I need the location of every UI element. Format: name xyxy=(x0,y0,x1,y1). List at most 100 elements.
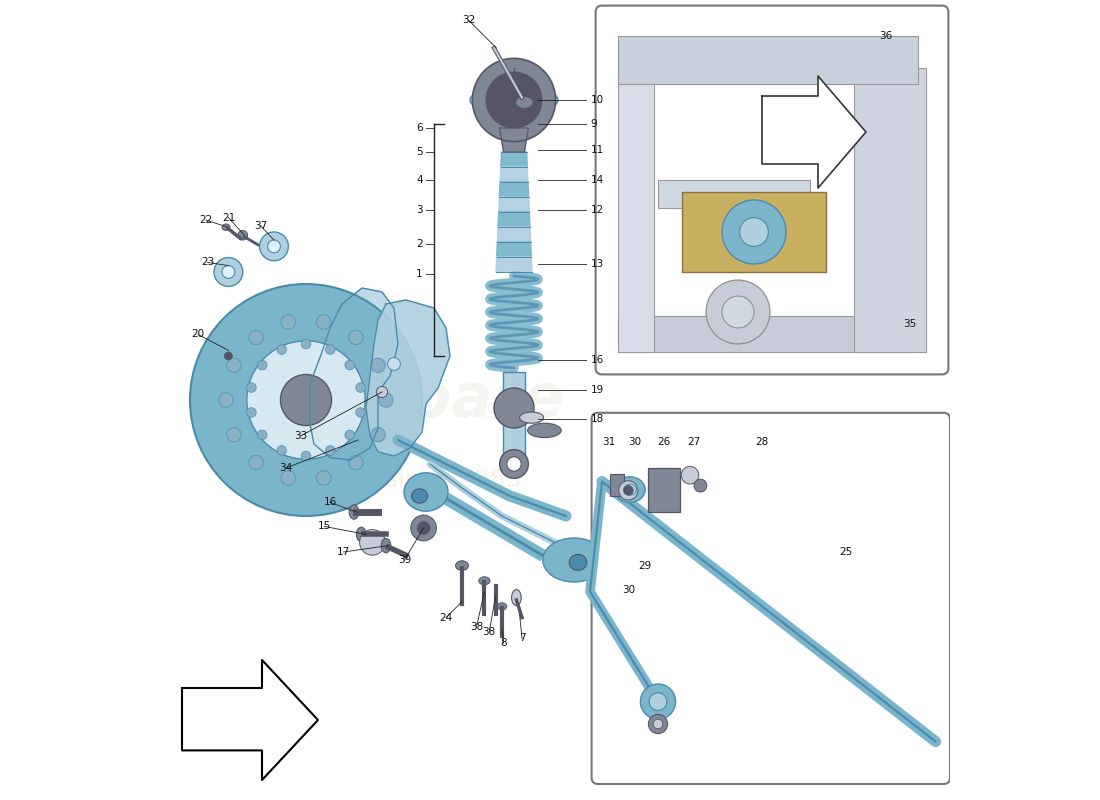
Circle shape xyxy=(267,240,280,253)
Ellipse shape xyxy=(512,590,521,606)
Circle shape xyxy=(410,515,437,541)
Ellipse shape xyxy=(470,86,558,114)
Text: 7: 7 xyxy=(519,634,526,643)
Polygon shape xyxy=(499,182,529,197)
Circle shape xyxy=(260,232,288,261)
Text: 12: 12 xyxy=(591,205,604,214)
Polygon shape xyxy=(762,76,866,188)
Text: 22: 22 xyxy=(199,215,212,225)
Bar xyxy=(682,192,826,272)
Circle shape xyxy=(387,358,400,370)
Bar xyxy=(503,372,525,464)
Text: 30: 30 xyxy=(621,586,635,595)
Text: 3: 3 xyxy=(416,205,422,214)
Text: 13: 13 xyxy=(591,259,604,269)
Text: 34: 34 xyxy=(279,463,293,473)
Circle shape xyxy=(649,693,667,710)
Circle shape xyxy=(246,341,365,459)
Circle shape xyxy=(417,522,430,534)
Polygon shape xyxy=(310,288,398,460)
Circle shape xyxy=(190,284,422,516)
Text: 6: 6 xyxy=(416,123,422,133)
Bar xyxy=(618,316,918,352)
Text: 27: 27 xyxy=(688,437,701,446)
Text: 21: 21 xyxy=(222,213,235,222)
Circle shape xyxy=(326,446,336,455)
Text: 24: 24 xyxy=(439,613,452,622)
Polygon shape xyxy=(499,128,528,152)
Ellipse shape xyxy=(411,489,428,503)
Ellipse shape xyxy=(222,224,230,230)
Circle shape xyxy=(694,479,707,492)
Circle shape xyxy=(219,393,233,407)
Circle shape xyxy=(360,530,385,555)
Ellipse shape xyxy=(349,505,359,519)
FancyBboxPatch shape xyxy=(592,413,950,784)
Circle shape xyxy=(494,388,534,428)
Circle shape xyxy=(224,352,232,360)
Circle shape xyxy=(277,345,286,354)
Bar xyxy=(610,474,625,496)
Ellipse shape xyxy=(516,97,534,109)
Ellipse shape xyxy=(616,579,639,602)
Text: 5: 5 xyxy=(416,147,422,157)
Polygon shape xyxy=(496,257,532,272)
Bar xyxy=(658,180,810,208)
Ellipse shape xyxy=(478,577,490,585)
Circle shape xyxy=(257,430,267,440)
Bar xyxy=(648,468,680,512)
Circle shape xyxy=(249,330,263,345)
Bar xyxy=(618,68,654,352)
Circle shape xyxy=(345,360,354,370)
Circle shape xyxy=(214,258,243,286)
Polygon shape xyxy=(497,242,531,257)
Circle shape xyxy=(317,315,331,330)
Circle shape xyxy=(722,296,754,328)
Circle shape xyxy=(371,427,385,442)
Circle shape xyxy=(619,481,638,500)
Circle shape xyxy=(486,72,542,128)
Ellipse shape xyxy=(624,484,637,495)
Text: 35: 35 xyxy=(903,319,916,329)
Ellipse shape xyxy=(356,527,366,542)
Ellipse shape xyxy=(455,561,469,570)
Text: 10: 10 xyxy=(591,95,604,105)
Text: 23: 23 xyxy=(201,258,214,267)
Text: 18: 18 xyxy=(591,414,604,424)
Circle shape xyxy=(681,466,698,484)
Circle shape xyxy=(227,427,241,442)
Ellipse shape xyxy=(542,538,605,582)
Circle shape xyxy=(246,408,256,418)
Ellipse shape xyxy=(382,538,390,553)
Ellipse shape xyxy=(569,554,586,570)
Text: 15: 15 xyxy=(318,522,331,531)
Text: 38: 38 xyxy=(470,622,483,632)
Circle shape xyxy=(326,345,336,354)
Polygon shape xyxy=(498,212,530,227)
Ellipse shape xyxy=(519,412,543,423)
Polygon shape xyxy=(366,300,450,456)
Polygon shape xyxy=(498,197,529,212)
Ellipse shape xyxy=(528,423,561,438)
Polygon shape xyxy=(500,152,527,167)
Circle shape xyxy=(371,358,385,373)
Circle shape xyxy=(648,714,668,734)
Text: 31: 31 xyxy=(603,437,616,446)
Circle shape xyxy=(472,58,556,142)
Circle shape xyxy=(640,684,675,719)
Text: 16: 16 xyxy=(323,498,337,507)
Ellipse shape xyxy=(404,473,448,511)
Circle shape xyxy=(249,455,263,470)
Text: 29: 29 xyxy=(638,561,651,570)
Circle shape xyxy=(624,486,634,495)
Circle shape xyxy=(317,470,331,485)
Circle shape xyxy=(257,360,267,370)
Circle shape xyxy=(345,430,354,440)
Bar xyxy=(854,68,926,352)
Circle shape xyxy=(376,386,387,398)
Circle shape xyxy=(280,470,296,485)
Circle shape xyxy=(246,382,256,392)
Text: 11: 11 xyxy=(591,146,604,155)
Circle shape xyxy=(222,266,234,278)
Text: 32: 32 xyxy=(462,15,475,25)
